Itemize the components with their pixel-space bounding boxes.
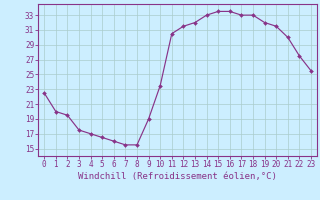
X-axis label: Windchill (Refroidissement éolien,°C): Windchill (Refroidissement éolien,°C) xyxy=(78,172,277,181)
